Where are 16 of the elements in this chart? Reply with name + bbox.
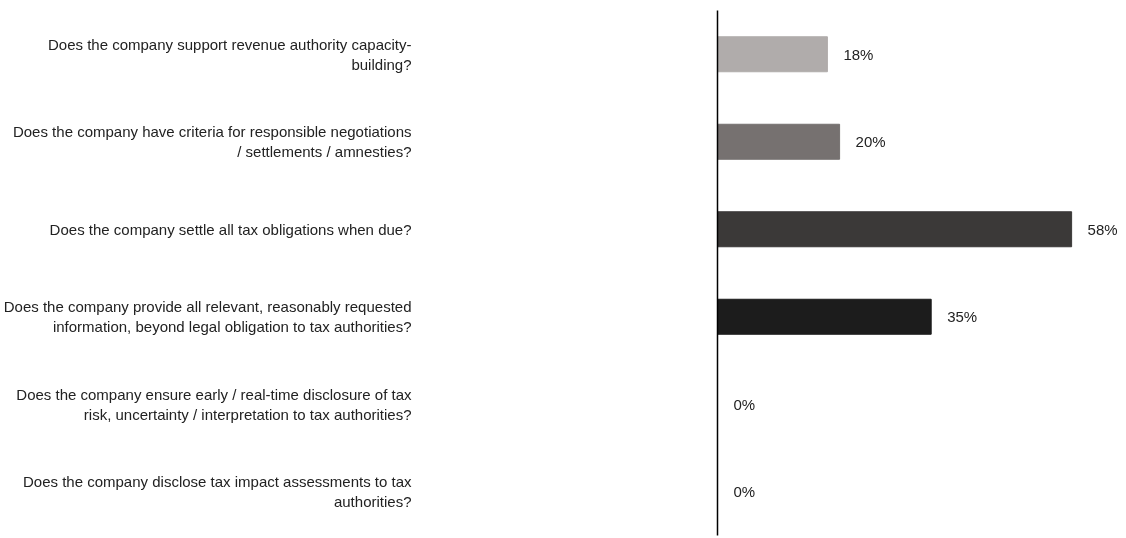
y-tick-label: Does the company ensure early / real-time disclosure of tax risk, uncertainty / interpretation to tax authorities?: [16, 385, 412, 423]
bar: [717, 36, 828, 73]
y-tick-label: Does the company support revenue authority capacity-building?: [47, 35, 412, 73]
y-tick-label: Does the company settle all tax obligations when due?: [49, 220, 412, 238]
data-label: 18%: [843, 45, 874, 63]
bar: [717, 211, 1073, 248]
data-label: 35%: [947, 308, 978, 326]
y-tick-label: Does the company provide all relevant, reasonably requested information, beyond legal obligation to tax authorities?: [3, 298, 412, 336]
y-tick-label: Does the company disclose tax impact assessments to tax authorities?: [22, 473, 412, 511]
bar: [717, 298, 932, 335]
data-label: 0%: [733, 395, 756, 413]
bar: [717, 123, 841, 160]
data-label: 20%: [855, 133, 886, 151]
y-tick-label: Does the company have criteria for responsible negotiations / settlements / amnesties?: [12, 123, 412, 161]
data-label: 0%: [733, 483, 756, 501]
data-label: 58%: [1087, 220, 1118, 238]
